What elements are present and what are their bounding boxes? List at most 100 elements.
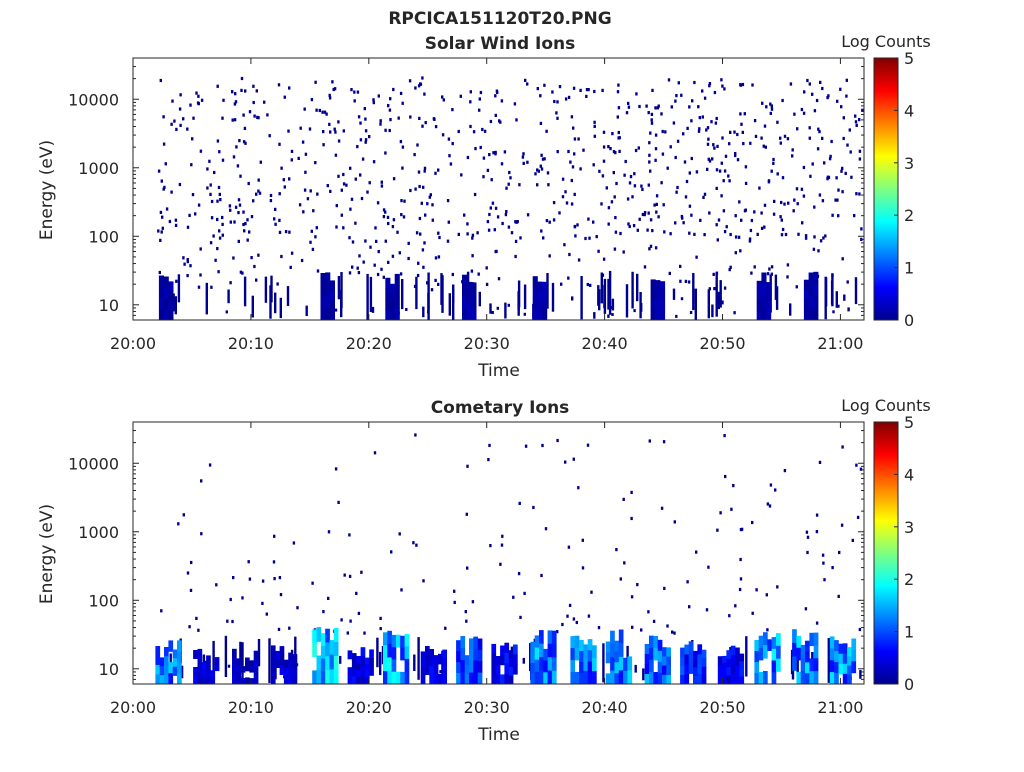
burst-cell [763, 671, 768, 685]
count-pixel [537, 169, 540, 173]
burst-cell [776, 645, 781, 659]
count-pixel [487, 458, 490, 462]
burst-cell [172, 666, 178, 676]
burst-cell [240, 678, 246, 685]
count-pixel [192, 116, 195, 120]
count-pixel [684, 279, 688, 283]
count-pixel [229, 220, 232, 224]
count-pixel [421, 248, 425, 252]
count-pixel [715, 186, 718, 190]
count-pixel [218, 236, 222, 240]
count-pixel [422, 579, 425, 583]
count-pixel [740, 218, 743, 222]
count-pixel [486, 220, 490, 224]
count-streak [340, 289, 343, 300]
burst-cell [761, 272, 767, 285]
count-streak [504, 302, 507, 319]
burst-cell [329, 280, 335, 291]
count-pixel [703, 192, 707, 196]
count-pixel [237, 211, 240, 215]
burst-cell [803, 279, 809, 291]
count-pixel [261, 601, 264, 605]
burst-cell [508, 675, 514, 685]
count-pixel [523, 591, 526, 595]
count-pixel [460, 173, 463, 177]
count-pixel [791, 148, 794, 152]
count-streak [251, 295, 254, 318]
burst-cell [680, 656, 685, 667]
heatmap-pixels [155, 433, 863, 685]
burst-cell [385, 277, 391, 289]
count-pixel [830, 139, 833, 144]
count-pixel [364, 117, 367, 121]
burst-cell [491, 674, 497, 685]
burst-cell [469, 638, 474, 651]
count-pixel [331, 80, 334, 84]
count-pixel [269, 193, 273, 198]
count-pixel [244, 141, 247, 145]
y-tick-label: 100 [88, 227, 119, 246]
burst-cell [771, 637, 777, 650]
count-pixel [546, 171, 550, 175]
count-streak [672, 288, 676, 300]
x-tick-label: 20:10 [228, 334, 274, 353]
count-pixel [409, 115, 412, 119]
count-pixel [428, 195, 431, 199]
count-pixel [824, 234, 827, 238]
count-pixel [417, 170, 421, 174]
count-pixel [793, 198, 796, 202]
count-pixel [210, 285, 213, 289]
burst-cell [653, 672, 658, 685]
count-pixel [248, 577, 252, 581]
burst-cell [320, 633, 326, 647]
count-pixel [256, 115, 259, 119]
count-pixel [655, 202, 658, 206]
count-pixel [496, 215, 500, 219]
count-pixel [409, 188, 412, 193]
count-pixel [490, 178, 493, 182]
count-pixel [664, 130, 667, 134]
count-streak [268, 638, 271, 683]
count-pixel [570, 115, 574, 119]
burst-cell [500, 645, 505, 656]
count-pixel [672, 121, 676, 125]
burst-cell [400, 647, 405, 661]
count-pixel [593, 120, 596, 124]
count-pixel [239, 270, 243, 274]
count-pixel [539, 121, 543, 125]
burst-cell [754, 640, 760, 652]
count-pixel [654, 133, 658, 137]
count-pixel [423, 169, 426, 173]
count-pixel [186, 260, 189, 264]
count-pixel [234, 100, 238, 104]
burst-cell [383, 645, 388, 659]
count-pixel [471, 233, 475, 237]
count-pixel [257, 253, 260, 257]
count-pixel [740, 122, 743, 126]
count-pixel [470, 269, 474, 273]
count-pixel [369, 245, 372, 249]
y-tick-label: 1000 [78, 523, 119, 542]
burst-cell [429, 657, 434, 667]
count-pixel [200, 479, 203, 483]
count-streak [546, 273, 549, 309]
count-pixel [417, 84, 421, 88]
count-pixel [354, 177, 357, 181]
burst-cell [605, 652, 611, 664]
count-pixel [350, 88, 353, 92]
count-pixel [839, 87, 842, 91]
burst-cell [320, 296, 326, 309]
count-pixel [389, 97, 392, 101]
count-pixel [360, 570, 363, 574]
figure-title: RPCICA151120T20.PNG [388, 9, 611, 29]
count-pixel [179, 123, 182, 127]
burst-cell [394, 273, 400, 286]
count-pixel [451, 108, 454, 112]
count-streak [824, 277, 828, 307]
count-pixel [512, 595, 515, 599]
burst-cell [429, 675, 434, 685]
burst-cell [735, 647, 740, 658]
count-pixel [356, 145, 359, 149]
count-pixel [540, 153, 543, 157]
count-pixel [464, 610, 467, 614]
